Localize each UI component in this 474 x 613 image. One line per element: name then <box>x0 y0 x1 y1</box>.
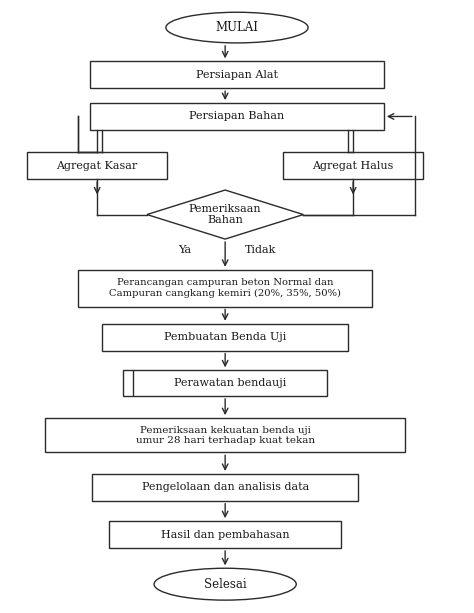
Bar <box>123 370 327 396</box>
Text: MULAI: MULAI <box>216 21 258 34</box>
Text: Pengelolaan dan analisis data: Pengelolaan dan analisis data <box>142 482 309 492</box>
Ellipse shape <box>154 568 296 600</box>
Bar <box>90 61 384 88</box>
Bar <box>102 324 348 351</box>
Bar <box>283 152 423 179</box>
Text: Selesai: Selesai <box>204 577 246 591</box>
Polygon shape <box>147 190 303 239</box>
Text: Ya: Ya <box>178 245 191 255</box>
Bar <box>90 103 384 130</box>
Text: Perawatan bendauji: Perawatan bendauji <box>173 378 286 388</box>
Text: Perancangan campuran beton Normal dan
Campuran cangkang kemiri (20%, 35%, 50%): Perancangan campuran beton Normal dan Ca… <box>109 278 341 298</box>
Text: Persiapan Alat: Persiapan Alat <box>196 70 278 80</box>
Bar <box>27 152 167 179</box>
Bar <box>78 270 372 306</box>
Bar <box>92 474 358 501</box>
Text: Tidak: Tidak <box>245 245 276 255</box>
Text: Hasil dan pembahasan: Hasil dan pembahasan <box>161 530 290 539</box>
Bar <box>45 418 405 452</box>
Text: Agregat Kasar: Agregat Kasar <box>56 161 138 170</box>
Text: Persiapan Bahan: Persiapan Bahan <box>190 112 284 121</box>
Text: Pembuatan Benda Uji: Pembuatan Benda Uji <box>164 332 286 342</box>
Ellipse shape <box>166 12 308 43</box>
Text: Pemeriksaan
Bahan: Pemeriksaan Bahan <box>189 204 262 226</box>
Text: Agregat Halus: Agregat Halus <box>312 161 394 170</box>
Bar <box>109 521 341 548</box>
Text: Pemeriksaan kekuatan benda uji
umur 28 hari terhadap kuat tekan: Pemeriksaan kekuatan benda uji umur 28 h… <box>136 425 315 445</box>
